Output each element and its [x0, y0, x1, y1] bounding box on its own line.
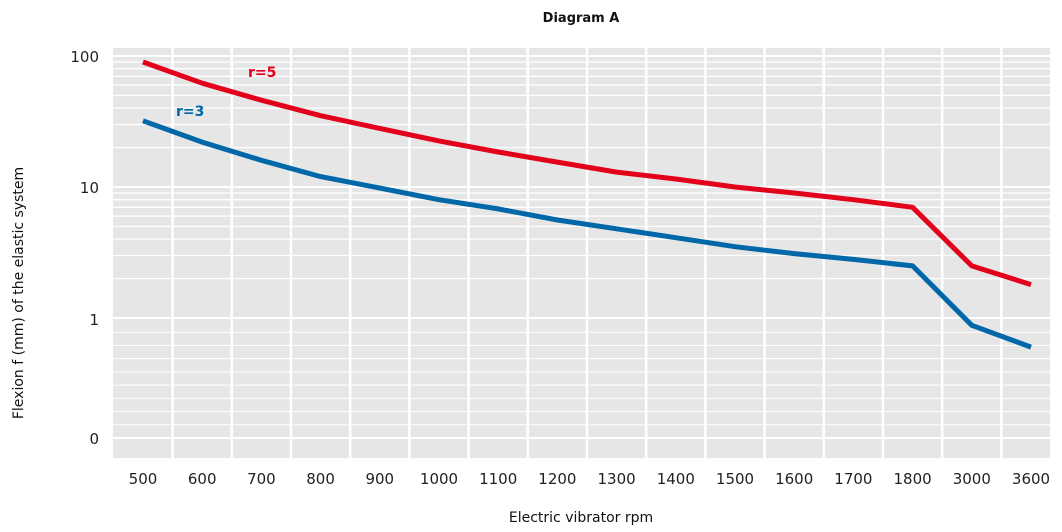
x-tick-label: 3000	[953, 470, 991, 488]
series-label-r3: r=3	[176, 104, 204, 120]
x-tick-label: 500	[129, 470, 158, 488]
x-tick-label: 900	[365, 470, 394, 488]
x-tick-label: 1000	[420, 470, 458, 488]
x-tick-label: 1200	[538, 470, 576, 488]
y-tick-label: 10	[80, 179, 99, 197]
y-tick-label: 1	[89, 311, 99, 329]
x-axis-label: Electric vibrator rpm	[509, 510, 653, 526]
x-tick-labels: 500 600 700 800 900 1000 1100 1200 1300 1400 1500 1…	[129, 470, 1050, 488]
x-tick-label: 1500	[716, 470, 754, 488]
x-tick-label: 600	[188, 470, 217, 488]
x-tick-label: 1300	[598, 470, 636, 488]
series-lines	[142, 59, 1032, 350]
series-line-r3	[142, 118, 1032, 350]
x-tick-label: 1700	[834, 470, 872, 488]
x-tick-label: 700	[247, 470, 276, 488]
x-tick-label: 1100	[479, 470, 517, 488]
series-labels: r=5 r=3	[176, 65, 276, 120]
x-tick-label: 1800	[894, 470, 932, 488]
x-tick-label: 3600	[1012, 470, 1050, 488]
y-tick-label: 0	[89, 430, 99, 448]
grid	[113, 48, 1050, 458]
x-tick-label: 800	[306, 470, 335, 488]
y-tick-labels: 0 1 10 100	[70, 48, 99, 448]
y-axis-label: Flexion f (mm) of the elastic system	[11, 167, 27, 419]
y-tick-label: 100	[70, 48, 99, 66]
x-tick-label: 1600	[775, 470, 813, 488]
x-tick-label: 1400	[657, 470, 695, 488]
series-label-r5: r=5	[248, 65, 276, 81]
plot-background	[113, 48, 1050, 458]
chart-title: Diagram A	[543, 11, 620, 26]
series-line-r5	[142, 59, 1032, 287]
